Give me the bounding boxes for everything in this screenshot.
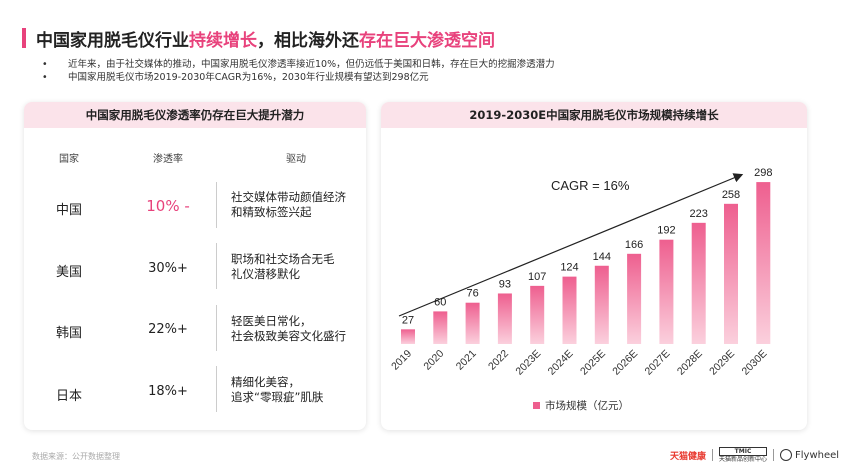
column-divider <box>216 366 217 412</box>
market-size-card-title: 2019-2030E中国家用脱毛仪市场规模持续增长 <box>381 102 807 128</box>
data-source-note: 数据来源：公开数据整理 <box>32 452 120 461</box>
row-driver-japan: 精细化美容， 追求“零瑕疵”肌肤 <box>231 375 324 404</box>
column-divider <box>216 243 217 289</box>
data-label-2019: 27 <box>402 314 414 326</box>
row-driver-china: 社交媒体带动颜值经济 和精致标签兴起 <box>231 190 346 219</box>
bullet-item: 近年来，由于社交媒体的推动，中国家用脱毛仪渗透率接近10%，但仍远低于美国和日韩… <box>42 58 555 71</box>
data-label-2028E: 223 <box>690 208 708 220</box>
x-tick-2022: 2022 <box>486 348 511 373</box>
data-label-2021: 76 <box>466 288 478 300</box>
row-country-korea: 韩国 <box>55 326 82 341</box>
bar-2029E <box>724 203 738 344</box>
data-label-2020: 60 <box>434 296 446 308</box>
data-label-2027E: 192 <box>657 225 675 237</box>
x-tick-2025E: 2025E <box>578 348 608 378</box>
bar-2024E <box>562 276 577 344</box>
market-size-bar-chart: 27 2019 60 2020 76 2021 93 2022 107 2023E 124 2024E… <box>389 167 772 412</box>
data-label-2030E: 298 <box>754 167 772 179</box>
bar-2028E <box>691 222 706 344</box>
column-header-rate: 渗透率 <box>153 154 183 165</box>
x-tick-2026E: 2026E <box>610 348 640 378</box>
x-tick-2021: 2021 <box>454 348 479 373</box>
row-country-china: 中国 <box>55 203 82 218</box>
row-driver-usa: 职场和社交场合无毛 礼仪潜移默化 <box>231 252 335 281</box>
market-size-card: 2019-2030E中国家用脱毛仪市场规模持续增长 27 2019 60 2020 76… <box>381 102 807 430</box>
row-country-japan: 日本 <box>55 389 82 404</box>
x-tick-2023E: 2023E <box>513 348 543 378</box>
tmall-health-logo: 天猫健康 <box>670 451 707 462</box>
penetration-card: 中国家用脱毛仪渗透率仍存在巨大提升潜力 国家 渗透率 驱动 中国 10% - 社… <box>24 102 366 430</box>
data-label-2023E: 107 <box>528 271 546 283</box>
x-tick-2027E: 2027E <box>643 348 673 378</box>
bar-2019 <box>401 329 415 344</box>
column-divider <box>216 182 217 228</box>
bullet-item: 中国家用脱毛仪市场2019-2030年CAGR为16%，2030年行业规模有望达… <box>42 71 555 84</box>
x-tick-2020: 2020 <box>421 348 446 373</box>
row-rate-japan: 18%+ <box>148 384 188 399</box>
row-country-usa: 美国 <box>55 265 82 280</box>
title-accent-bar <box>22 28 26 48</box>
cagr-annotation: CAGR = 16% <box>551 178 630 193</box>
row-rate-korea: 22%+ <box>148 322 188 337</box>
data-label-2025E: 144 <box>593 251 611 263</box>
data-label-2024E: 124 <box>560 262 578 274</box>
x-tick-2030E: 2030E <box>739 348 769 378</box>
flywheel-icon <box>780 449 793 461</box>
x-tick-2024E: 2024E <box>546 348 576 378</box>
column-header-driver: 驱动 <box>286 154 306 165</box>
penetration-card-title: 中国家用脱毛仪渗透率仍存在巨大提升潜力 <box>24 102 366 128</box>
bar-2020 <box>433 311 448 344</box>
page-title: 中国家用脱毛仪行业持续增长，相比海外还存在巨大渗透空间 <box>36 31 495 51</box>
column-header-country: 国家 <box>59 154 79 165</box>
logo-separator <box>712 449 714 461</box>
bar-2025E <box>594 265 609 344</box>
legend-label: 市场规模（亿元） <box>545 399 629 412</box>
footer-logos: 天猫健康 TMIC 天猫新品创新中心 Flywheel <box>670 446 839 464</box>
trend-arrow <box>398 173 744 317</box>
data-label-2029E: 258 <box>722 189 740 201</box>
row-rate-china: 10% - <box>146 197 190 215</box>
bar-2022 <box>497 293 512 344</box>
bar-2021 <box>465 302 480 344</box>
bar-2030E <box>756 182 771 344</box>
legend-swatch <box>533 402 540 409</box>
data-label-2026E: 166 <box>625 239 643 251</box>
x-tick-2019: 2019 <box>389 348 414 373</box>
flywheel-logo: Flywheel <box>780 449 839 461</box>
bar-2027E <box>659 239 674 344</box>
bar-2023E <box>530 285 545 344</box>
tmic-logo: TMIC 天猫新品创新中心 <box>719 447 768 463</box>
data-label-2022: 93 <box>499 278 511 290</box>
row-rate-usa: 30%+ <box>148 261 188 276</box>
column-divider <box>216 305 217 351</box>
logo-separator <box>773 449 775 461</box>
x-tick-2029E: 2029E <box>707 348 737 378</box>
row-driver-korea: 轻医美日常化， 社会极致美容文化盛行 <box>231 314 346 343</box>
summary-bullets: 近年来，由于社交媒体的推动，中国家用脱毛仪渗透率接近10%，但仍远低于美国和日韩… <box>42 58 555 84</box>
x-tick-2028E: 2028E <box>675 348 705 378</box>
bar-2026E <box>627 253 642 344</box>
